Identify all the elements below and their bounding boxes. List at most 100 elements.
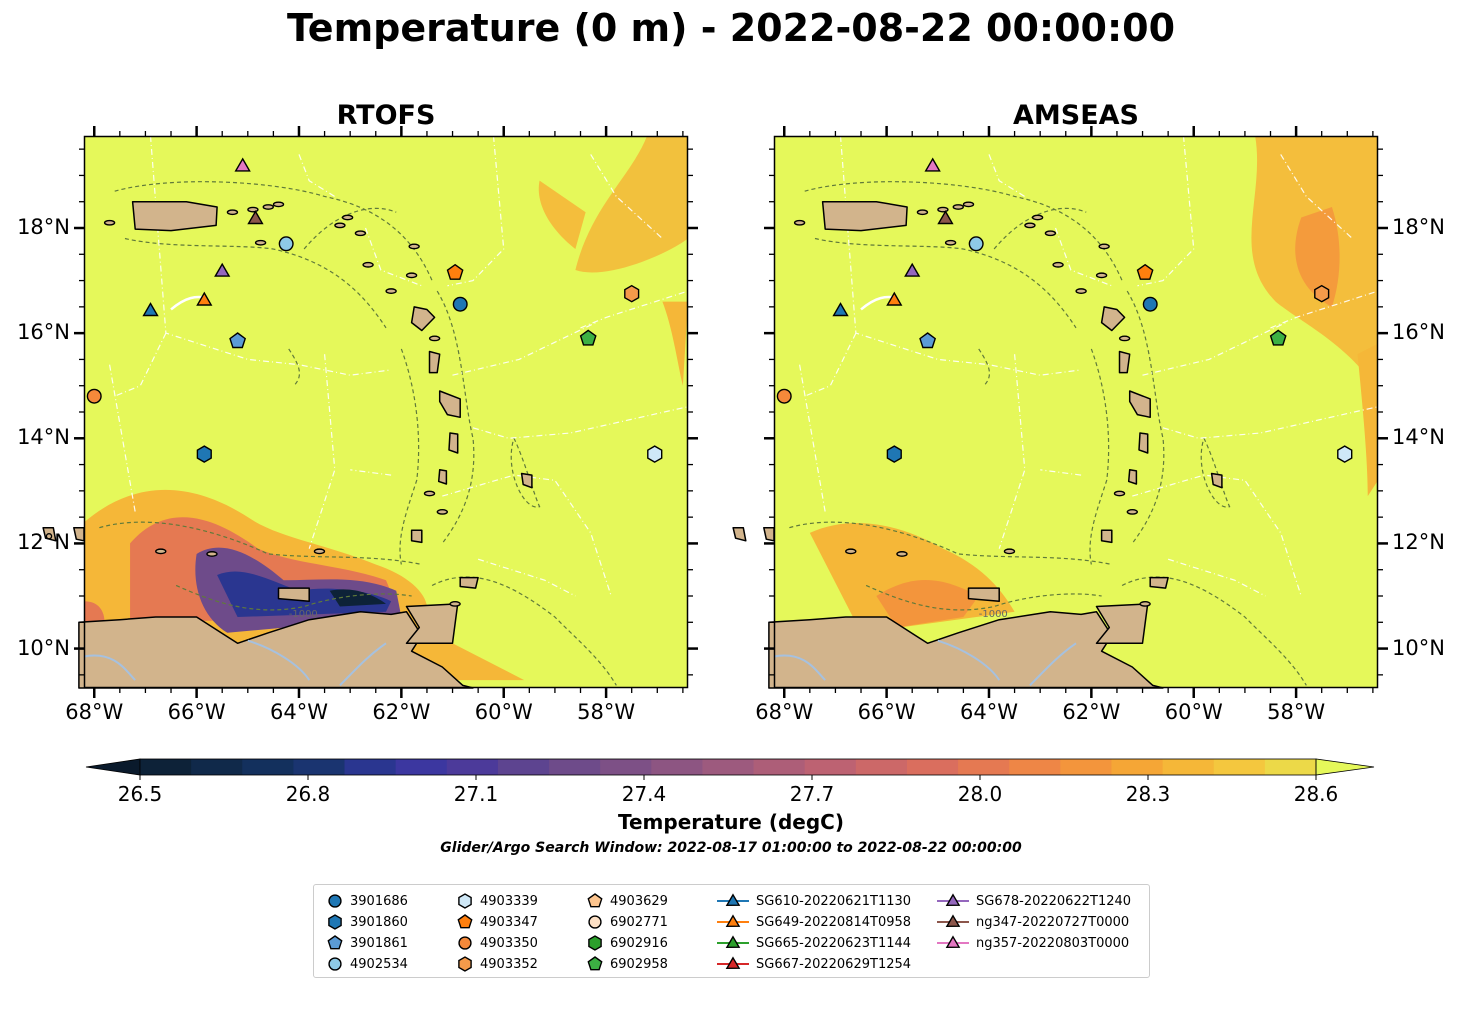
- triangle-marker-icon: [717, 914, 749, 928]
- legend-label: 3901686: [350, 893, 408, 909]
- marker-6902958: [1269, 329, 1287, 346]
- small-island: [916, 209, 929, 216]
- land-margarita: [967, 587, 1000, 603]
- depth-contour: [436, 290, 475, 544]
- small-island: [155, 548, 167, 555]
- land-bonaire: [763, 526, 775, 542]
- legend-label: SG610-20220621T1130: [756, 893, 912, 909]
- hexagon-marker-icon: [458, 893, 472, 909]
- marker-3901860: [886, 445, 902, 463]
- depth-contour: [789, 521, 1112, 566]
- marker-SG678-20220622T1240: [904, 262, 921, 277]
- land-southAmerica: [78, 611, 474, 689]
- pentagon-marker-icon: [457, 914, 473, 929]
- marker-SG610-20220621T1130: [832, 302, 849, 317]
- river: [83, 654, 136, 681]
- river: [773, 654, 826, 681]
- circle-marker-icon: [458, 936, 472, 950]
- triangle-marker-icon: [717, 956, 749, 970]
- land-margarita: [277, 587, 310, 603]
- legend-item: SG610-20220621T1130: [716, 891, 911, 911]
- small-island: [354, 230, 367, 237]
- small-island: [272, 201, 285, 208]
- triangle-marker-icon: [717, 935, 749, 949]
- river: [937, 639, 1001, 681]
- warm-patch: [538, 180, 586, 250]
- legend-marker: [328, 894, 342, 908]
- small-island: [449, 600, 461, 607]
- colorbar-bin: [958, 759, 1010, 775]
- map-panel-amseas[interactable]: -1000: [732, 126, 1388, 698]
- small-island: [937, 206, 949, 213]
- colorbar-bin: [140, 759, 192, 775]
- lat-tick-label: 10°N: [17, 635, 70, 660]
- contour-label: -1000: [979, 609, 1008, 620]
- legend-item: 4903350: [456, 933, 538, 953]
- legend-label: 4903629: [610, 893, 668, 909]
- colorbar-gradient: [85, 758, 1375, 780]
- land-curacao: [42, 526, 57, 542]
- lon-tick-label: 64°W: [269, 700, 328, 724]
- legend-item: 4903352: [456, 954, 538, 974]
- small-island: [103, 219, 116, 226]
- boundary-line: [1162, 406, 1379, 439]
- lat-tick-label: 10°N: [1392, 635, 1445, 660]
- colorbar-tick-label: 28.3: [1125, 782, 1171, 806]
- lat-tick-label: 16°N: [1392, 320, 1445, 345]
- legend-item: 4903347: [456, 912, 538, 932]
- lat-tick-label: 14°N: [1392, 425, 1445, 450]
- pentagon-marker-icon: [587, 893, 603, 908]
- legend-item: ng347-20220727T0000: [936, 912, 1129, 932]
- small-island: [226, 209, 239, 216]
- legend-label: 3901860: [350, 914, 408, 930]
- triangle-marker-icon: [717, 893, 749, 907]
- small-island: [262, 204, 274, 210]
- panel-title-amseas: AMSEAS: [1013, 100, 1139, 131]
- lon-tick-label: 66°W: [857, 700, 916, 724]
- legend-marker: [587, 893, 603, 908]
- boundary-line: [1167, 558, 1266, 597]
- small-island: [385, 288, 397, 294]
- legend-item: 6902916: [586, 933, 668, 953]
- land-barbados: [1210, 472, 1223, 489]
- lat-tick-label: 18°N: [17, 215, 70, 239]
- land-stlucia: [1138, 432, 1149, 454]
- small-island: [1024, 222, 1036, 229]
- legend-label: 4903352: [480, 956, 538, 972]
- lon-tick-label: 64°W: [959, 700, 1018, 724]
- marker-4903352: [624, 284, 640, 303]
- colorbar-tick-label: 28.6: [1293, 782, 1339, 806]
- depth-contour: [114, 181, 433, 281]
- land-tobago: [459, 576, 479, 589]
- colorbar-bin: [753, 759, 806, 775]
- legend-marker: [458, 893, 472, 909]
- warm-patch: [1357, 343, 1378, 497]
- legend-marker: [725, 956, 741, 970]
- boundary-line: [364, 227, 423, 287]
- depth-contour: [124, 237, 387, 329]
- small-island: [405, 272, 418, 279]
- colorbar-bin: [1162, 759, 1215, 775]
- colorbar-tick-label: 26.5: [117, 782, 163, 806]
- marker-4902534: [968, 236, 984, 252]
- small-island: [1003, 548, 1016, 555]
- lon-tick-label: 58°W: [1267, 700, 1326, 724]
- marker-SG610-20220621T1130: [142, 302, 159, 317]
- legend-label: SG667-20220629T1254: [756, 956, 912, 972]
- map-panel-rtofs[interactable]: -1000: [42, 126, 698, 698]
- legend-item: SG678-20220622T1240: [936, 891, 1131, 911]
- legend-item: SG665-20220623T1144: [716, 933, 911, 953]
- boundary-line: [1137, 135, 1195, 287]
- colorbar-bin: [1009, 759, 1061, 775]
- triangle-marker-icon: [937, 935, 969, 949]
- depth-contour: [510, 438, 541, 508]
- panel-title-rtofs: RTOFS: [336, 100, 436, 131]
- legend-marker: [457, 914, 473, 929]
- boundary-line: [149, 135, 392, 376]
- marker-3901861: [919, 332, 937, 349]
- depth-contour: [303, 207, 397, 250]
- land-puertoRico: [131, 200, 218, 232]
- small-island: [1118, 335, 1131, 342]
- land-puertoRico: [821, 200, 908, 232]
- small-island: [341, 214, 354, 221]
